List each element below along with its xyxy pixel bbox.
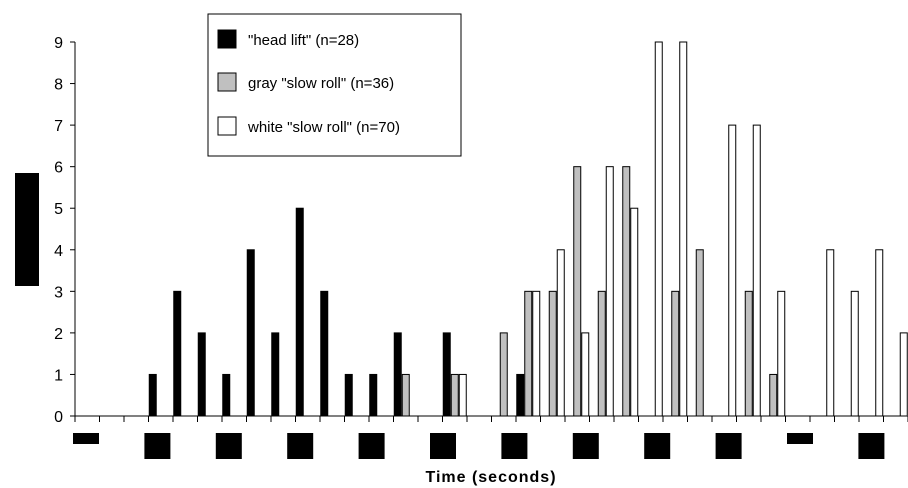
bar: [148, 373, 157, 417]
bar: [458, 373, 467, 417]
legend-label-white-slow-roll: white "slow roll" (n=70): [247, 119, 400, 136]
x-ticks-group: [74, 416, 908, 422]
bar: [654, 41, 663, 417]
y-tick-label: 2: [54, 326, 63, 343]
legend-swatch-head-lift: [217, 29, 237, 49]
bar: [271, 332, 280, 417]
bar: [899, 332, 908, 417]
bar: [826, 249, 835, 417]
bar: [295, 207, 304, 417]
bar: [573, 166, 582, 417]
bar: [222, 373, 231, 417]
bars-group: [148, 41, 908, 417]
bar: [393, 332, 402, 417]
dark-period: [501, 433, 528, 459]
bar: [605, 166, 614, 417]
bar: [679, 41, 688, 417]
y-tick-label: 6: [54, 160, 63, 177]
bar: [532, 290, 541, 417]
bar: [752, 124, 761, 417]
bar: [556, 249, 565, 417]
legend-swatch-gray-slow-roll: [217, 72, 237, 92]
bar: [630, 207, 639, 417]
y-tick-label: 7: [54, 118, 63, 135]
y-tick-label: 4: [54, 243, 63, 260]
dark-period: [430, 433, 456, 459]
y-tick-label: 1: [54, 367, 63, 384]
bar: [442, 332, 451, 417]
bar: [369, 373, 378, 417]
dark-period: [358, 433, 385, 459]
bar: [622, 166, 631, 417]
legend: "head lift" (n=28) gray "slow roll" (n=3…: [207, 13, 462, 157]
light-dark-bar: [73, 433, 885, 459]
legend-label-gray-slow-roll: gray "slow roll" (n=36): [248, 75, 394, 92]
y-tick-label: 5: [54, 201, 63, 218]
y-ticks-group: 0 1 2 3 4 5 6 7 8 9: [54, 35, 75, 426]
y-tick-label: 0: [54, 409, 63, 426]
dark-period: [858, 433, 885, 459]
bar: [516, 373, 525, 417]
bar: [450, 373, 459, 417]
bar: [320, 290, 329, 417]
bar: [777, 290, 786, 417]
legend-label-head-lift: "head lift" (n=28): [248, 32, 359, 49]
bar: [850, 290, 859, 417]
y-tick-label: 8: [54, 77, 63, 94]
bar: [581, 332, 590, 417]
bar: [728, 124, 737, 417]
dark-period: [787, 433, 813, 444]
dark-period: [73, 433, 99, 444]
bar: [401, 373, 410, 417]
dark-period: [287, 433, 314, 459]
bar: [344, 373, 353, 417]
bar: [246, 249, 255, 417]
bar: [524, 290, 533, 417]
bar: [744, 290, 753, 417]
bar: [875, 249, 884, 417]
bar: [769, 373, 778, 417]
bar: [499, 332, 508, 417]
y-tick-label: 3: [54, 284, 63, 301]
bar: [671, 290, 680, 417]
bar: [548, 290, 557, 417]
y-axis-marker-block: [15, 173, 39, 286]
dark-period: [715, 433, 742, 459]
bar: [197, 332, 206, 417]
legend-box: [207, 13, 462, 157]
x-axis-label: Time (seconds): [425, 469, 556, 486]
bar: [173, 290, 182, 417]
dark-period: [572, 433, 599, 459]
dark-period: [215, 433, 242, 459]
legend-swatch-white-slow-roll: [217, 116, 237, 136]
bar: [695, 249, 704, 417]
y-tick-label: 9: [54, 35, 63, 52]
dark-period: [144, 433, 171, 459]
dark-period: [644, 433, 671, 459]
bar: [597, 290, 606, 417]
